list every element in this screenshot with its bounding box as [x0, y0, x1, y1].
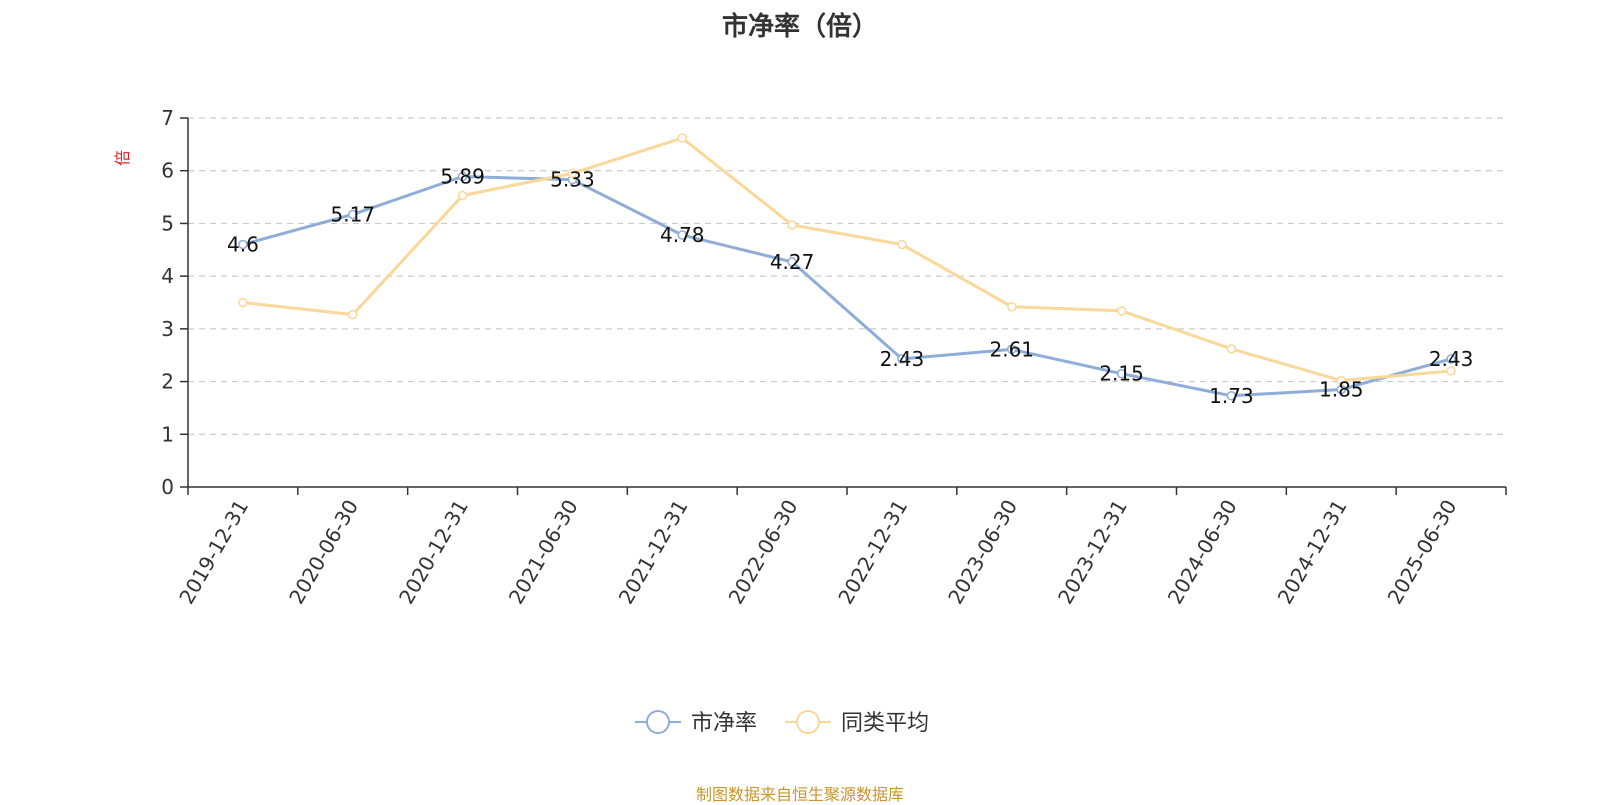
legend-label: 同类平均 [841, 711, 929, 736]
x-tick-label: 2024-06-30 [1163, 496, 1242, 609]
x-tick-label: 2022-12-31 [833, 496, 912, 609]
data-point [457, 171, 468, 182]
x-tick-label: 2022-06-30 [724, 496, 803, 609]
data-point [677, 133, 687, 143]
data-point [1226, 344, 1237, 354]
data-point [787, 257, 797, 267]
data-point [787, 220, 797, 230]
data-point [897, 354, 907, 364]
x-tick-label: 2025-06-30 [1383, 496, 1462, 609]
series-line-1 [242, 175, 1452, 398]
data-labels: 4.6 5.17 5.89 5.33 4.78 4.27 2.43 2.61 2.15 1.73 1… [227, 165, 1473, 408]
y-tick-label: 5 [161, 211, 174, 235]
data-point [677, 230, 687, 240]
data-label: 4.27 [770, 250, 815, 274]
data-point [1446, 354, 1456, 364]
data-point [348, 309, 358, 320]
grid-lines [188, 117, 1506, 435]
data-point [238, 239, 248, 250]
data-point [457, 190, 468, 201]
x-tick-label: 2021-06-30 [504, 496, 583, 609]
data-point [567, 168, 578, 179]
data-source-footer: 制图数据来自恒生聚源数据库 [695, 785, 904, 804]
data-point [1116, 306, 1127, 316]
data-point [1226, 391, 1237, 401]
data-point [897, 239, 907, 250]
y-tick-label: 3 [161, 317, 174, 341]
data-label: 1.73 [1209, 384, 1254, 408]
y-tick-label: 7 [161, 106, 174, 130]
x-tick-label: 2024-12-31 [1273, 496, 1352, 609]
y-tick-label: 4 [161, 264, 174, 288]
y-tick-label: 2 [161, 370, 174, 394]
data-label: 1.85 [1319, 377, 1364, 401]
data-point [1007, 301, 1017, 312]
legend-item-1[interactable]: 市净率 [635, 710, 757, 736]
y-tick-label: 1 [161, 422, 174, 446]
legend-marker-icon [646, 710, 670, 734]
data-label: 5.89 [440, 165, 485, 189]
legend-item-2[interactable]: 同类平均 [785, 710, 929, 736]
data-label: 2.43 [1429, 347, 1474, 371]
data-label: 4.6 [227, 233, 259, 257]
x-tick-label: 2023-12-31 [1053, 496, 1132, 609]
data-point [1336, 375, 1346, 386]
data-point [1007, 344, 1017, 355]
y-axis-label: 倍 [113, 150, 132, 166]
legend-label: 市净率 [691, 711, 757, 736]
y-tick-label: 0 [161, 475, 174, 499]
legend-marker-icon [796, 710, 820, 734]
chart-title: 市净率（倍） [721, 12, 878, 42]
data-label: 2.15 [1099, 362, 1144, 386]
series-lines [238, 133, 1456, 401]
y-tick-label: 6 [161, 159, 174, 183]
data-point [348, 209, 358, 220]
data-label: 4.78 [660, 223, 705, 247]
data-point [1336, 384, 1346, 395]
x-tick-label: 2019-12-31 [174, 496, 253, 609]
x-tick-label: 2020-06-30 [284, 496, 363, 609]
x-tick-label: 2020-12-31 [394, 496, 473, 609]
data-label: 5.33 [550, 168, 595, 192]
legend[interactable]: 市净率 同类平均 [635, 710, 929, 736]
axes: 0 1 2 3 4 5 6 7 2019-12-31 2020-06-30 2020-12-31 20… [161, 106, 1507, 609]
data-point [1446, 366, 1456, 376]
data-label: 2.61 [989, 337, 1034, 361]
data-point [1116, 368, 1127, 379]
data-label: 2.43 [880, 347, 925, 371]
data-point [238, 297, 248, 308]
data-label: 5.17 [330, 202, 375, 226]
series-line-2 [242, 136, 1452, 383]
x-tick-label: 2021-12-31 [614, 496, 693, 609]
x-tick-label: 2023-06-30 [943, 496, 1022, 609]
